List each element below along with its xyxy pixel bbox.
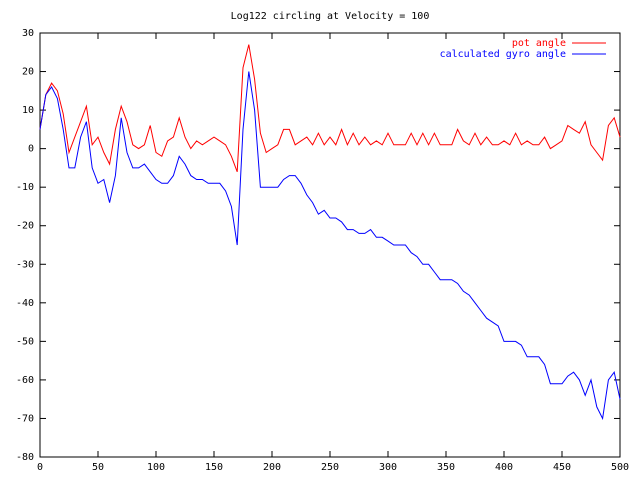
y-tick-label: -50 xyxy=(16,336,34,347)
x-tick-label: 400 xyxy=(495,462,513,473)
x-tick-label: 450 xyxy=(553,462,571,473)
y-tick-label: 0 xyxy=(28,144,34,155)
y-tick-label: -40 xyxy=(16,298,34,309)
series-line xyxy=(39,44,621,172)
x-tick-label: 300 xyxy=(379,462,397,473)
y-tick-label: -10 xyxy=(16,182,34,193)
y-tick-label: -80 xyxy=(16,452,34,463)
x-tick-label: 100 xyxy=(147,462,165,473)
x-tick-label: 0 xyxy=(37,462,43,473)
y-tick-label: -70 xyxy=(16,413,34,424)
y-tick-label: -20 xyxy=(16,221,34,232)
x-tick-label: 150 xyxy=(205,462,223,473)
x-tick-label: 200 xyxy=(263,462,281,473)
x-tick-label: 500 xyxy=(611,462,629,473)
chart-title: Log122 circling at Velocity = 100 xyxy=(231,11,430,22)
series-line xyxy=(39,71,621,421)
y-tick-label: 10 xyxy=(22,105,34,116)
x-tick-label: 250 xyxy=(321,462,339,473)
x-tick-label: 350 xyxy=(437,462,455,473)
legend-label: pot angle xyxy=(512,38,566,49)
y-tick-label: -60 xyxy=(16,375,34,386)
y-tick-label: -30 xyxy=(16,259,34,270)
x-tick-label: 50 xyxy=(92,462,104,473)
y-tick-label: 30 xyxy=(22,28,34,39)
y-tick-label: 20 xyxy=(22,67,34,78)
legend-label: calculated gyro angle xyxy=(440,49,566,60)
